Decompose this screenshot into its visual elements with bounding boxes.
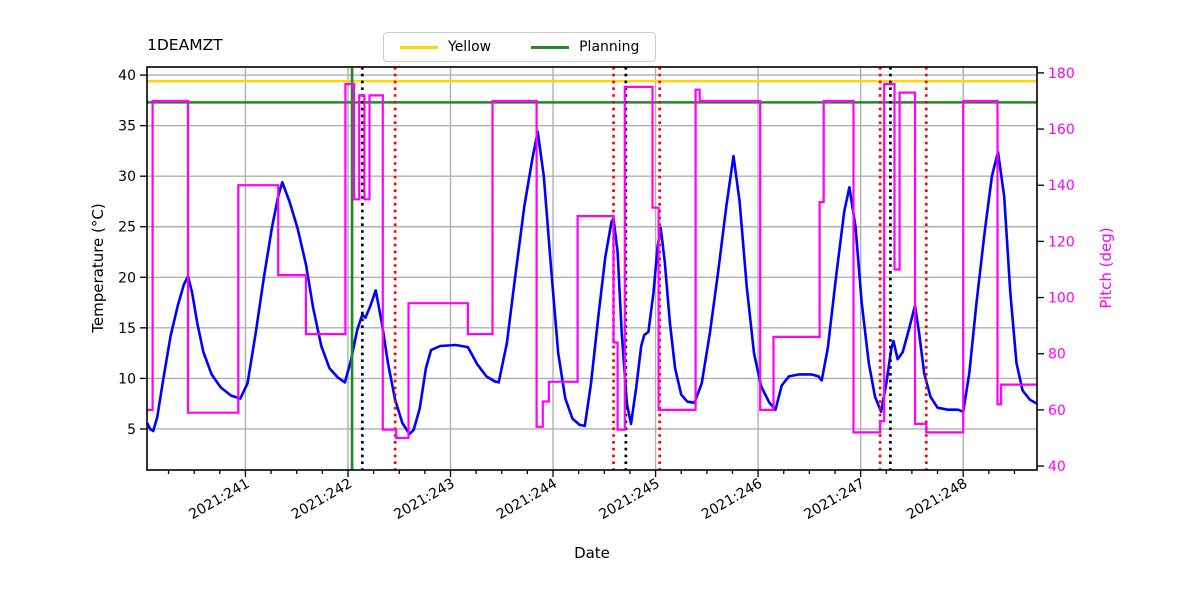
- legend-entry-yellow: Yellow: [400, 39, 491, 55]
- y-right-tick-label: 100: [1048, 291, 1075, 307]
- axes-spines: [146, 66, 1038, 471]
- y-left-tick-label: 35: [118, 119, 136, 135]
- y-right-tick-label: 160: [1048, 122, 1075, 138]
- y-left-tick-label: 25: [118, 220, 136, 236]
- y-right-tick-labels: 40 60 80 100 120 140 160 180: [1048, 66, 1075, 475]
- y-axis-label-temperature: Temperature (°C): [89, 203, 107, 333]
- y-left-tick-label: 10: [118, 371, 136, 387]
- y-left-tick-label: 15: [118, 321, 136, 337]
- x-tick-label: 2021:247: [802, 476, 868, 523]
- planning-line-swatch: [531, 45, 570, 49]
- x-tick-labels: 2021:241 2021:242 2021:243 2021:244 2021:245…: [186, 476, 970, 523]
- gridlines: [147, 67, 1037, 470]
- y-left-tick-label: 30: [118, 169, 136, 185]
- x-tick-label: 2021:244: [494, 476, 560, 523]
- legend-label-planning: Planning: [579, 39, 640, 55]
- y-left-tick-label: 40: [118, 68, 136, 84]
- y-left-tick-label: 20: [118, 270, 136, 286]
- x-axis-label: Date: [574, 544, 610, 562]
- y-right-tick-label: 120: [1048, 234, 1075, 250]
- y-right-tick-label: 180: [1048, 66, 1075, 82]
- limit-lines: [147, 79, 1037, 104]
- x-tick-label: 2021:245: [596, 476, 662, 523]
- legend: Yellow Planning: [383, 32, 657, 62]
- x-tick-label: 2021:248: [904, 476, 970, 523]
- tick-marks: [140, 72, 1044, 477]
- chart-title: 1DEAMZT: [147, 36, 223, 54]
- y-axis-label-pitch: Pitch (deg): [1097, 227, 1115, 309]
- y-right-tick-label: 80: [1048, 347, 1066, 363]
- event-vlines: [350, 67, 928, 470]
- legend-label-yellow: Yellow: [448, 39, 492, 55]
- x-tick-label: 2021:241: [186, 476, 252, 523]
- legend-entry-planning: Planning: [531, 39, 639, 55]
- temperature-series-line: [147, 130, 1037, 436]
- pitch-series-line: [147, 83, 1037, 440]
- yellow-line-swatch: [400, 45, 438, 49]
- y-left-tick-labels: 5 10 15 20 25 30 35 40: [118, 68, 136, 438]
- y-left-tick-label: 5: [127, 422, 136, 438]
- x-tick-label: 2021:243: [391, 476, 457, 523]
- x-tick-label: 2021:242: [289, 476, 355, 523]
- y-right-tick-label: 40: [1048, 459, 1066, 475]
- y-right-tick-label: 140: [1048, 178, 1075, 194]
- y-right-tick-label: 60: [1048, 403, 1066, 419]
- x-tick-label: 2021:246: [699, 476, 765, 523]
